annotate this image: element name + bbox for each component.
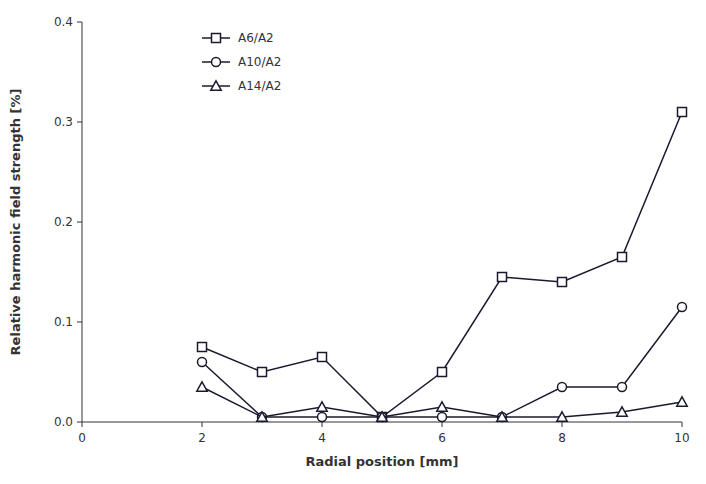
chart: 0 2 4 6 8 10 0.0 0.1 0.2 0.3 0.4 Radial position [m… [0,0,706,484]
y-axis-label: Relative harmonic field strength [%] [8,89,23,356]
point [378,413,387,422]
y-tick-label: 0.0 [54,415,73,429]
series-line [202,307,682,417]
x-tick [322,422,323,427]
y-tick [77,122,82,123]
point [558,383,567,392]
x-tick-label: 6 [438,431,446,445]
point [258,413,267,422]
point [258,368,267,377]
x-tick-label: 8 [558,431,566,445]
y-tick [77,322,82,323]
y-tick [77,222,82,223]
point [498,413,507,422]
series [197,382,687,421]
y-tick-label: 0.3 [54,115,73,129]
legend-item: A10/A2 [202,55,281,69]
point [497,412,507,421]
point [557,412,567,421]
point [617,407,627,416]
y-tick [77,422,82,423]
x-tick [82,422,83,427]
point [618,383,627,392]
series [198,108,687,422]
legend-label: A14/A2 [238,79,281,93]
legend-marker [211,81,221,90]
legend-item: A6/A2 [202,31,274,45]
legend-marker [212,34,221,43]
legend: A6/A2 A10/A2 A14/A2 [202,31,281,93]
legend-label: A10/A2 [238,55,281,69]
point [558,278,567,287]
point [198,358,207,367]
legend-label: A6/A2 [238,31,274,45]
plot-area [197,108,687,422]
point [437,402,447,411]
point [438,368,447,377]
point [678,108,687,117]
y-tick-label: 0.4 [54,15,73,29]
series [198,303,687,422]
x-tick-label: 2 [198,431,206,445]
point [257,412,267,421]
point [677,397,687,406]
point [318,413,327,422]
point [498,273,507,282]
y-tick-label: 0.2 [54,215,73,229]
point [438,413,447,422]
y-tick [77,22,82,23]
series-line [202,387,682,417]
x-tick [202,422,203,427]
point [198,343,207,352]
axes: 0 2 4 6 8 10 0.0 0.1 0.2 0.3 0.4 [54,15,690,445]
legend-marker [212,58,221,67]
point [197,382,207,391]
x-tick-label: 4 [318,431,326,445]
x-tick [442,422,443,427]
x-tick [682,422,683,427]
x-tick-label: 10 [674,431,689,445]
series-line [202,112,682,417]
legend-item: A14/A2 [202,79,281,93]
y-tick-label: 0.1 [54,315,73,329]
x-tick-label: 0 [78,431,86,445]
x-tick [562,422,563,427]
point [377,412,387,421]
x-axis-label: Radial position [mm] [305,454,458,469]
point [317,402,327,411]
point [378,413,387,422]
point [678,303,687,312]
point [618,253,627,262]
point [318,353,327,362]
